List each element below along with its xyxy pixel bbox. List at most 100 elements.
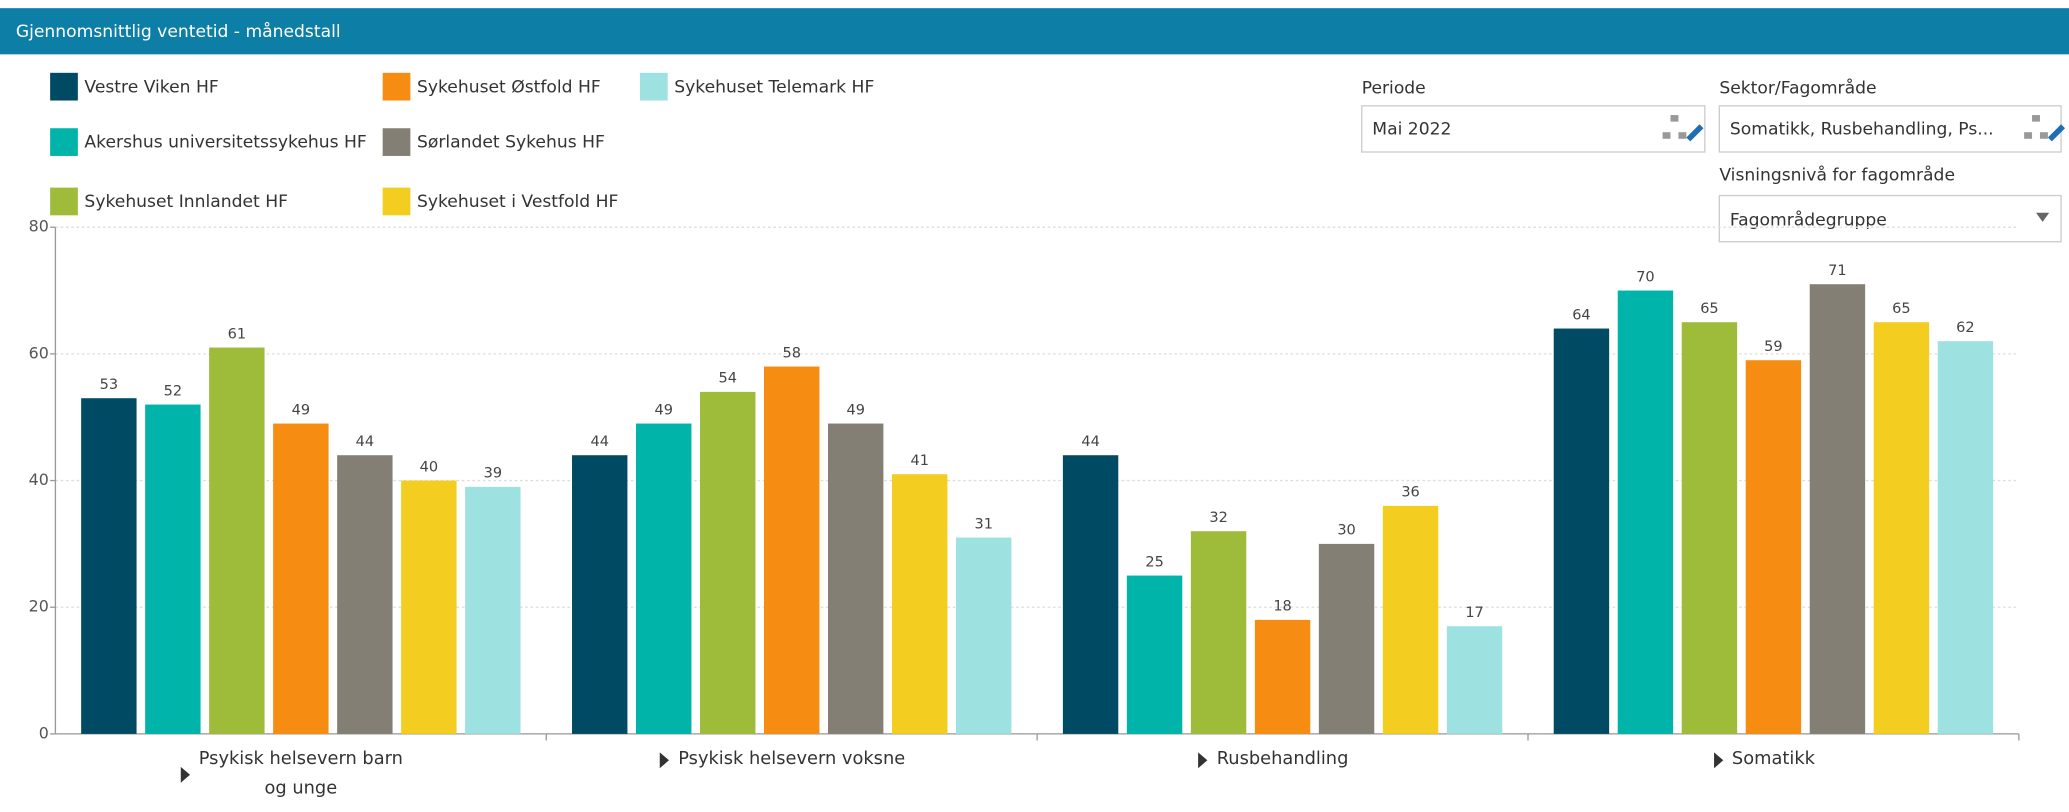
value-label: 39 <box>484 466 502 482</box>
value-label: 44 <box>356 434 374 450</box>
bar <box>209 347 265 734</box>
value-label: 49 <box>654 402 672 418</box>
bar <box>763 366 820 734</box>
level-dropdown[interactable] <box>1718 194 2062 243</box>
value-label: 44 <box>1081 434 1099 450</box>
expand-arrow[interactable] <box>1713 752 1723 769</box>
bar <box>337 455 393 734</box>
bar <box>273 423 329 734</box>
value-label: 41 <box>910 453 928 469</box>
x-tick-label[interactable]: Somatikk <box>1628 744 1918 773</box>
bar <box>1382 505 1439 734</box>
y-tick-label: 0 <box>39 723 49 742</box>
legend-label: Sykehuset Telemark HF <box>674 77 874 97</box>
legend-label: Vestre Viken HF <box>84 77 218 97</box>
value-label: 54 <box>718 371 736 387</box>
sector-icon[interactable] <box>2024 115 2066 142</box>
bar <box>1937 341 1994 734</box>
expand-arrow[interactable] <box>659 752 669 769</box>
x-tick-label[interactable]: Psykisk helsevern voksne <box>647 744 937 773</box>
legend-swatch <box>382 187 411 216</box>
x-tick-label-box: Psykisk helsevern barn og unge <box>156 744 446 802</box>
value-label: 59 <box>1764 339 1782 355</box>
value-label: 64 <box>1572 307 1590 323</box>
value-label: 53 <box>100 377 118 393</box>
legend-label: Sykehuset i Vestfold HF <box>417 192 618 212</box>
value-label: 25 <box>1145 554 1163 570</box>
value-label: 58 <box>782 345 800 361</box>
bar <box>636 423 692 734</box>
legend-swatch <box>50 72 78 101</box>
bar <box>145 404 201 734</box>
value-label: 49 <box>846 402 864 418</box>
y-tick-label: 80 <box>29 217 49 236</box>
legend-label: Akershus universitetssykehus HF <box>84 133 366 153</box>
bar <box>81 398 137 734</box>
value-label: 61 <box>228 326 246 342</box>
value-label: 65 <box>1892 301 1910 317</box>
value-label: 44 <box>590 434 608 450</box>
sector-value: Somatikk, Rusbehandling, Ps... <box>1730 120 1994 140</box>
value-label: 70 <box>1636 269 1654 285</box>
period-label: Periode <box>1362 79 1426 99</box>
x-tick-label[interactable]: Psykisk helsevern barn og unge <box>156 744 446 802</box>
bar <box>572 455 628 734</box>
value-label: 31 <box>974 516 992 532</box>
period-icon[interactable] <box>1662 115 1704 142</box>
value-label: 32 <box>1209 510 1227 526</box>
x-tick-label-box: Psykisk helsevern voksne <box>647 744 937 773</box>
y-tick-label: 60 <box>29 343 49 362</box>
value-label: 65 <box>1700 301 1718 317</box>
legend-swatch <box>382 72 411 101</box>
legend-label: Sykehuset Innlandet HF <box>84 192 288 212</box>
panel-title: Gjennomsnittlig ventetid - månedstall <box>16 21 341 42</box>
sector-box[interactable] <box>1718 105 2062 153</box>
bar <box>891 474 948 734</box>
value-label: 62 <box>1956 320 1974 336</box>
bar <box>1446 626 1503 734</box>
bar <box>827 423 884 734</box>
bar <box>1318 543 1375 734</box>
value-label: 18 <box>1273 599 1291 615</box>
value-label: 40 <box>420 459 438 475</box>
x-tick-label[interactable]: Rusbehandling <box>1137 744 1427 773</box>
value-label: 30 <box>1337 523 1355 539</box>
bar <box>1745 360 1802 734</box>
bar <box>700 391 756 734</box>
bar <box>1254 619 1311 734</box>
x-tick-label-box: Rusbehandling <box>1137 744 1427 773</box>
period-value: Mai 2022 <box>1372 120 1451 140</box>
bar <box>1681 322 1738 734</box>
bar <box>1062 455 1119 734</box>
sector-label: Sektor/Fagområde <box>1719 78 1876 99</box>
value-label: 49 <box>292 402 310 418</box>
legend-swatch <box>50 187 78 216</box>
level-label: Visningsnivå for fagområde <box>1719 165 1955 186</box>
bar <box>1553 328 1610 734</box>
bar <box>1809 284 1866 734</box>
x-tick-label-box: Somatikk <box>1628 744 1918 773</box>
value-label: 17 <box>1465 605 1483 621</box>
dropdown-arrow[interactable] <box>2036 212 2050 222</box>
level-value: Fagområdegruppe <box>1730 210 1887 231</box>
value-label: 36 <box>1401 485 1419 501</box>
bar <box>1617 290 1674 734</box>
legend-label: Sykehuset Østfold HF <box>417 77 601 97</box>
expand-arrow[interactable] <box>1198 752 1208 769</box>
bar <box>465 486 521 734</box>
legend-swatch <box>639 72 668 101</box>
legend-swatch <box>382 128 411 156</box>
legend-label: Sørlandet Sykehus HF <box>417 133 605 153</box>
bar <box>1190 531 1247 734</box>
expand-arrow[interactable] <box>180 766 190 783</box>
legend-swatch <box>50 128 78 156</box>
period-box[interactable] <box>1361 105 1706 153</box>
y-tick-label: 20 <box>29 597 49 616</box>
title-bar <box>0 8 2069 55</box>
value-label: 52 <box>164 383 182 399</box>
bar <box>401 480 457 734</box>
bar <box>955 537 1012 734</box>
bar <box>1873 322 1930 734</box>
bar <box>1126 575 1183 734</box>
